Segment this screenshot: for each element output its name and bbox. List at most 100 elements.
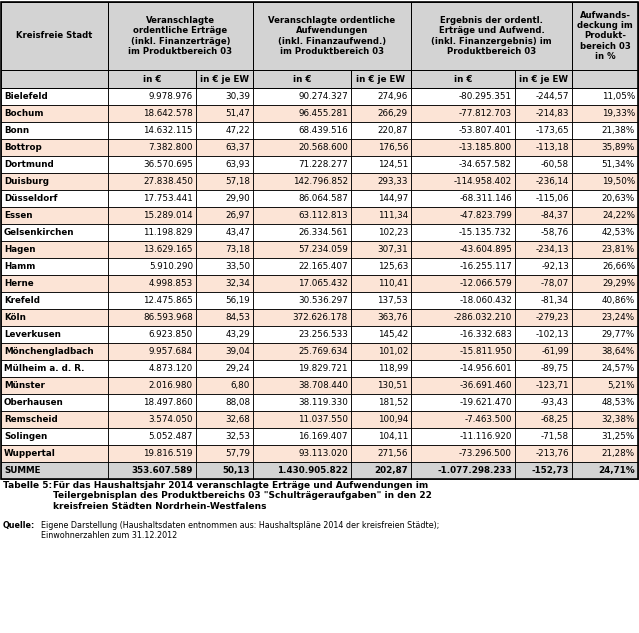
Bar	[1, 70, 108, 88]
Bar	[572, 411, 638, 428]
Text: 15.289.014: 15.289.014	[143, 211, 193, 220]
Bar	[1, 275, 108, 292]
Text: -244,57: -244,57	[535, 92, 569, 101]
Bar	[253, 88, 351, 105]
Bar	[572, 326, 638, 343]
Text: -19.621.470: -19.621.470	[459, 398, 512, 407]
Bar	[196, 445, 253, 462]
Bar	[411, 105, 515, 122]
Bar	[1, 326, 108, 343]
Text: 5.910.290: 5.910.290	[149, 262, 193, 271]
Bar	[515, 326, 572, 343]
Bar	[515, 105, 572, 122]
Bar	[351, 190, 411, 207]
Bar	[572, 309, 638, 326]
Bar	[515, 360, 572, 377]
Bar	[572, 258, 638, 275]
Bar	[515, 122, 572, 139]
Bar	[351, 462, 411, 479]
Bar	[253, 241, 351, 258]
Text: 38,64%: 38,64%	[602, 347, 635, 356]
Text: 2.016.980: 2.016.980	[149, 381, 193, 390]
Bar	[1, 258, 108, 275]
Bar	[253, 445, 351, 462]
Bar	[1, 241, 108, 258]
Bar	[411, 360, 515, 377]
Bar	[108, 360, 196, 377]
Bar	[411, 343, 515, 360]
Bar	[108, 122, 196, 139]
Text: -15.811.950: -15.811.950	[459, 347, 512, 356]
Text: 14.632.115: 14.632.115	[144, 126, 193, 135]
Bar	[351, 360, 411, 377]
Text: 20,63%: 20,63%	[602, 194, 635, 203]
Bar	[108, 428, 196, 445]
Text: 7.382.800: 7.382.800	[148, 143, 193, 152]
Text: 39,04: 39,04	[225, 347, 250, 356]
Bar	[411, 70, 515, 88]
Text: Ergebnis der ordentl.
Erträge und Aufwend.
(inkl. Finanzergebnis) im
Produktbere: Ergebnis der ordentl. Erträge und Aufwen…	[431, 16, 552, 56]
Bar	[515, 377, 572, 394]
Bar	[108, 394, 196, 411]
Text: 4.998.853: 4.998.853	[149, 279, 193, 288]
Bar	[253, 70, 351, 88]
Text: 18.642.578: 18.642.578	[143, 109, 193, 118]
Bar	[515, 343, 572, 360]
Bar	[515, 377, 572, 394]
Text: 6.923.850: 6.923.850	[149, 330, 193, 339]
Bar	[572, 326, 638, 343]
Text: 11,05%: 11,05%	[602, 92, 635, 101]
Text: 130,51: 130,51	[378, 381, 408, 390]
Bar	[411, 139, 515, 156]
Bar	[108, 377, 196, 394]
Bar	[572, 258, 638, 275]
Bar	[196, 190, 253, 207]
Text: -123,71: -123,71	[535, 381, 569, 390]
Text: 176,56: 176,56	[378, 143, 408, 152]
Bar	[1, 190, 108, 207]
Text: 51,34%: 51,34%	[602, 160, 635, 169]
Text: Essen: Essen	[4, 211, 33, 220]
Text: 23,24%: 23,24%	[602, 313, 635, 322]
Text: 19.816.519: 19.816.519	[144, 449, 193, 458]
Bar	[253, 241, 351, 258]
Bar	[1, 428, 108, 445]
Text: Bottrop: Bottrop	[4, 143, 42, 152]
Bar	[108, 207, 196, 224]
Text: -12.066.579: -12.066.579	[459, 279, 512, 288]
Bar	[351, 173, 411, 190]
Bar	[108, 224, 196, 241]
Text: Bielefeld: Bielefeld	[4, 92, 48, 101]
Bar	[253, 139, 351, 156]
Bar	[351, 70, 411, 88]
Bar	[196, 343, 253, 360]
Bar	[515, 173, 572, 190]
Bar	[351, 428, 411, 445]
Bar	[572, 241, 638, 258]
Bar	[515, 258, 572, 275]
Bar	[411, 428, 515, 445]
Text: -43.604.895: -43.604.895	[459, 245, 512, 254]
Text: 86.593.968: 86.593.968	[143, 313, 193, 322]
Bar	[1, 343, 108, 360]
Bar	[411, 394, 515, 411]
Bar	[108, 445, 196, 462]
Text: 86.064.587: 86.064.587	[298, 194, 348, 203]
Text: 42,53%: 42,53%	[602, 228, 635, 237]
Bar	[108, 241, 196, 258]
Text: Oberhausen: Oberhausen	[4, 398, 64, 407]
Bar	[411, 309, 515, 326]
Bar	[411, 88, 515, 105]
Text: 202,87: 202,87	[374, 466, 408, 475]
Bar	[515, 70, 572, 88]
Bar	[351, 394, 411, 411]
Text: -173,65: -173,65	[535, 126, 569, 135]
Bar	[108, 190, 196, 207]
Bar	[1, 462, 108, 479]
Text: 19,50%: 19,50%	[602, 177, 635, 186]
Bar	[253, 428, 351, 445]
Bar	[108, 139, 196, 156]
Bar	[411, 70, 515, 88]
Text: -58,76: -58,76	[541, 228, 569, 237]
Text: 38.119.330: 38.119.330	[298, 398, 348, 407]
